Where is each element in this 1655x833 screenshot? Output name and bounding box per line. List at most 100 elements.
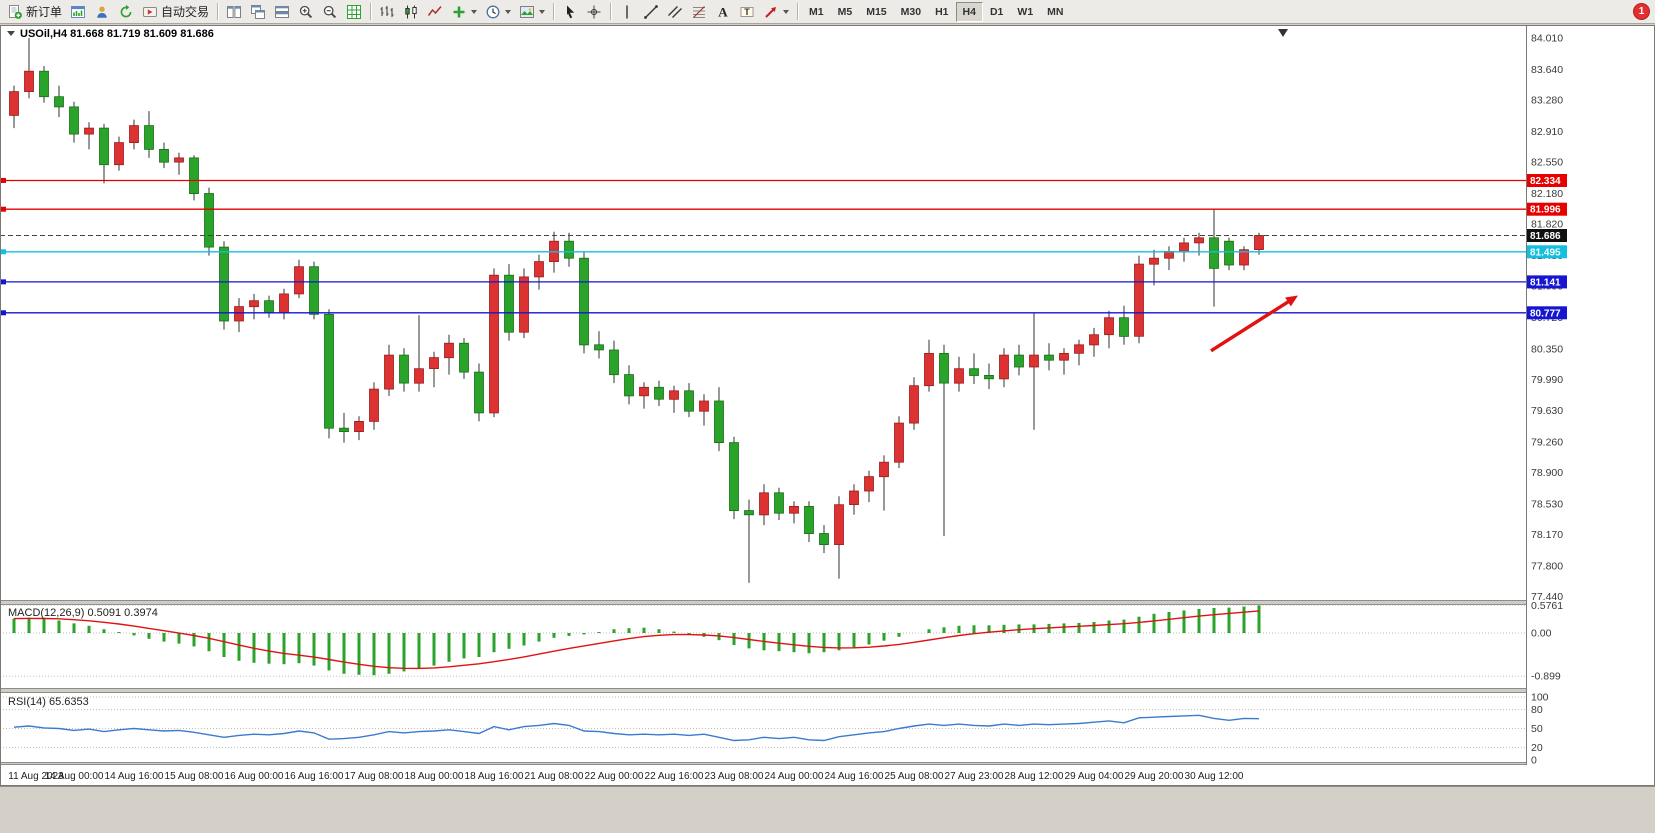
timeframe-M5[interactable]: M5 [837,5,853,18]
refresh-icon [120,4,132,17]
date-tick: 21 Aug 08:00 [525,771,584,782]
date-tick: 17 Aug 08:00 [345,771,404,782]
zoom-in-button[interactable] [294,1,318,23]
line-anchor[interactable] [0,177,6,183]
date-tick: 24 Aug 00:00 [765,771,824,782]
cursor-tool-button[interactable] [558,1,582,23]
price-tick: 77.440 [1531,591,1563,603]
price-tick: 81.820 [1531,219,1563,231]
new-order-button-label: 新订单 [26,5,63,19]
toolbar-separator [217,3,219,20]
rsi-axis-tick: 100 [1531,692,1549,704]
line-chart-icon [427,5,442,16]
toolbar-separator [797,3,799,20]
notification-badge[interactable]: 1 [1634,4,1649,19]
templates-button[interactable] [515,1,549,23]
chart-window-button[interactable] [66,1,90,23]
grid-button[interactable] [342,1,366,23]
line-anchor[interactable] [0,279,6,285]
toolbar-separator [610,3,612,20]
profiles-button[interactable] [90,1,114,23]
price-tag-label: 81.686 [1530,231,1561,242]
caret-down-icon [783,9,790,14]
candles-mode-button[interactable] [399,1,423,23]
macd-axis-tick: 0.00 [1531,628,1552,640]
price-tag-label: 82.334 [1530,176,1561,187]
date-tick: 29 Aug 20:00 [1125,771,1184,782]
text-tool-button[interactable]: A [711,1,735,23]
price-tick: 80.350 [1531,344,1563,356]
tile-windows-button[interactable] [222,1,246,23]
timeframe-M15[interactable]: M15 [866,5,887,18]
fibonacci-tool-button[interactable] [687,1,711,23]
date-tick: 14 Aug 16:00 [105,771,164,782]
price-tick: 77.800 [1531,560,1563,572]
timeframe-H1[interactable]: H1 [935,5,949,18]
price-tick: 82.180 [1531,188,1563,200]
price-tag-label: 81.141 [1530,277,1561,288]
timeframe-D1[interactable]: D1 [989,5,1004,18]
arrange-windows-button[interactable] [270,1,294,23]
grid-icon [347,4,362,19]
price-tick: 79.630 [1531,405,1563,417]
arrows-tool-button[interactable] [759,1,793,23]
autotrading-button[interactable]: 自动交易 [138,1,213,23]
date-tick: 18 Aug 00:00 [405,771,464,782]
timeframe-W1[interactable]: W1 [1017,5,1034,18]
periods-button[interactable] [481,1,515,23]
cascade-windows-button[interactable] [246,1,270,23]
macd-axis-tick: -0.899 [1531,671,1561,683]
line-anchor[interactable] [0,206,6,212]
macd-signal-line [13,610,1260,670]
rsi-axis-tick: 0 [1531,755,1537,767]
price-tag [1527,306,1567,320]
price-tag-label: 80.777 [1530,308,1561,319]
chart-window-icon [71,5,86,18]
date-tick: 24 Aug 16:00 [825,771,884,782]
timeframe-M30[interactable]: M30 [900,5,922,18]
arrange-windows-icon [275,5,290,18]
new-order-button[interactable]: 新订单 [3,1,66,23]
timeframe-MN[interactable]: MN [1047,5,1064,18]
timeframe-H4[interactable]: H4 [955,1,983,22]
rsi-axis-tick: 50 [1531,723,1543,735]
date-tick: 11 Aug 2023 [8,771,64,782]
zoom-out-button[interactable] [318,1,342,23]
date-tick: 28 Aug 12:00 [1005,771,1064,782]
line-anchor[interactable] [0,249,6,255]
template-icon [520,5,535,18]
line-anchor[interactable] [0,310,6,316]
bars-icon [380,5,394,17]
candles-icon [405,5,417,18]
crosshair-tool-button[interactable] [582,1,606,23]
shift-marker-icon[interactable] [1278,29,1288,37]
line-mode-button[interactable] [423,1,447,23]
candles-group [9,38,1264,583]
autotrading-icon [143,6,158,17]
date-tick: 16 Aug 00:00 [225,771,284,782]
date-tick: 23 Aug 08:00 [705,771,764,782]
timeframe-M1[interactable]: M1 [809,5,824,18]
symbol-dropdown-icon[interactable] [7,31,15,36]
rsi-label: RSI(14) 65.6353 [8,696,89,708]
refresh-button[interactable] [114,1,138,23]
zoom-out-icon [323,5,337,18]
label-tool-button[interactable]: T [735,1,759,23]
date-tick: 29 Aug 04:00 [1065,771,1124,782]
price-tag-label: 81.996 [1530,205,1561,216]
date-tick: 16 Aug 16:00 [285,771,344,782]
trendline-tool-button[interactable] [639,1,663,23]
fibonacci-icon [693,5,706,18]
channel-tool-button[interactable] [663,1,687,23]
trendline-icon [644,4,658,19]
add-indicator-button[interactable] [447,1,481,23]
trend-arrow[interactable] [1210,297,1294,353]
bars-mode-button[interactable] [375,1,399,23]
vertical-line-tool-button[interactable] [615,1,639,23]
cascade-windows-icon [251,4,266,19]
zoom-in-icon [299,5,313,18]
arrows-icon [765,6,777,18]
clock-icon [486,5,500,18]
